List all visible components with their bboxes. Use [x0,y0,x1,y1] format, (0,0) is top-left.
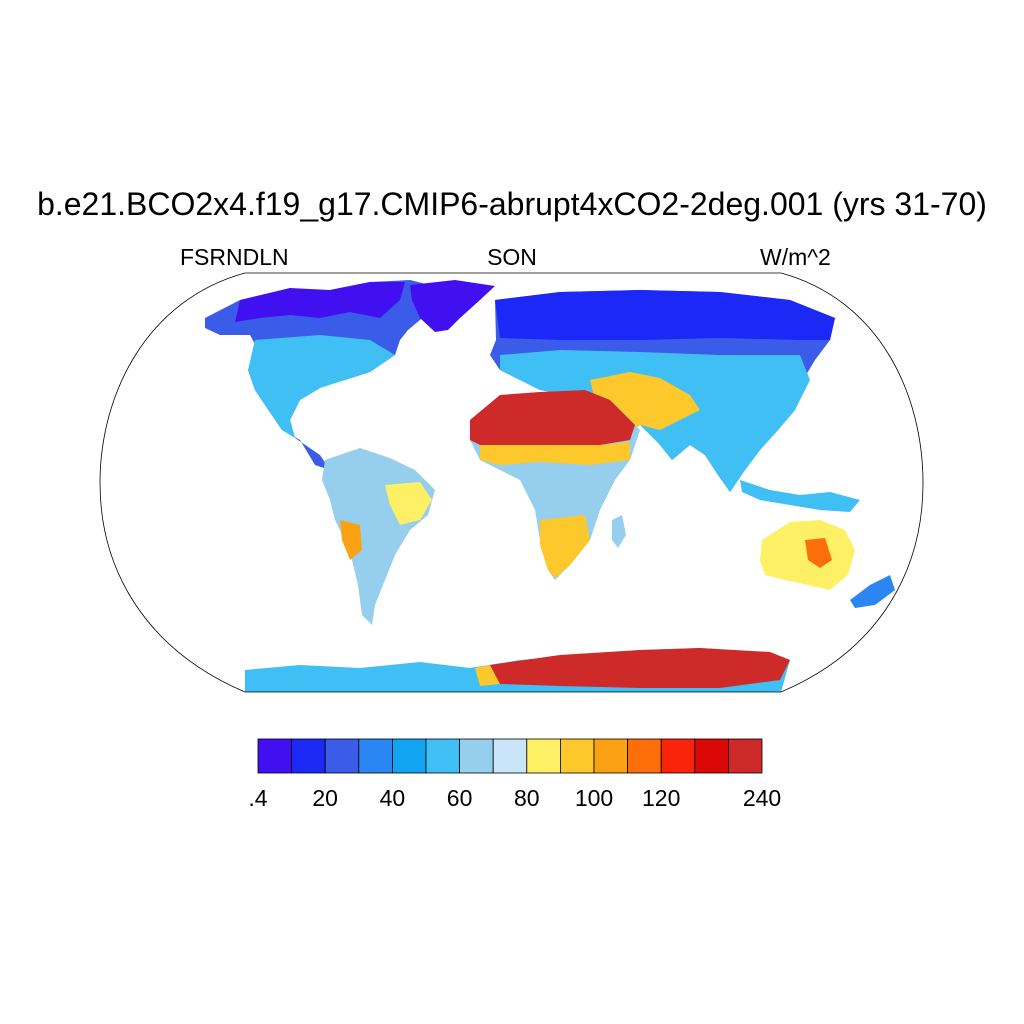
colorbar-tick-label: .4 [248,785,267,811]
colorbar-box [391,738,427,774]
colorbar-box [526,738,561,774]
map-outline [99,272,924,693]
colorbar-box [358,738,393,774]
colorbar-box [694,738,729,774]
colorbar-box [425,738,460,774]
land-sahara-hot [470,390,635,445]
colorbar-tick-label: 120 [642,785,680,811]
land-canada-arctic [235,282,405,322]
land-north-america-band [248,335,395,438]
units-label: W/m^2 [760,244,831,270]
colorbar-tick-label: 240 [743,785,781,811]
land-south-africa-warm [540,515,590,578]
land-greenland [410,280,495,332]
variable-label: FSRNDLN [180,244,289,270]
land-madagascar [612,515,626,548]
colorbar-tick-label: 100 [575,785,613,811]
colorbar-box [560,738,595,774]
colorbar-labels: .4 20 40 60 80 100 120 240 [248,785,781,811]
colorbar-tick-label: 40 [380,785,406,811]
land-sahel-warm [480,442,630,465]
colorbar-boxes [257,738,763,774]
land-indonesia [740,480,860,512]
colorbar-box [324,738,360,774]
land-antarctica-rim [475,665,500,686]
colorbar-tick-label: 80 [514,785,540,811]
colorbar-box [291,738,326,774]
land-new-zealand [850,575,895,608]
land-andes-warm [340,520,362,560]
colorbar-box [257,738,292,774]
colorbar-box [660,738,696,774]
colorbar-box [459,738,494,774]
colorbar-tick-label: 20 [312,785,338,811]
plot-title: b.e21.BCO2x4.f19_g17.CMIP6-abrupt4xCO2-2… [37,186,987,222]
colorbar-box [593,738,628,774]
colorbar-box [627,738,662,774]
land-brazil-warm [385,482,432,525]
colorbar-tick-label: 60 [447,785,473,811]
colorbar-box [728,738,763,774]
land-australia-hot [805,538,832,568]
land-siberia-cold [495,290,835,340]
season-label: SON [487,244,537,270]
colorbar-box [492,738,528,774]
land-antarctica-hot [480,648,790,688]
